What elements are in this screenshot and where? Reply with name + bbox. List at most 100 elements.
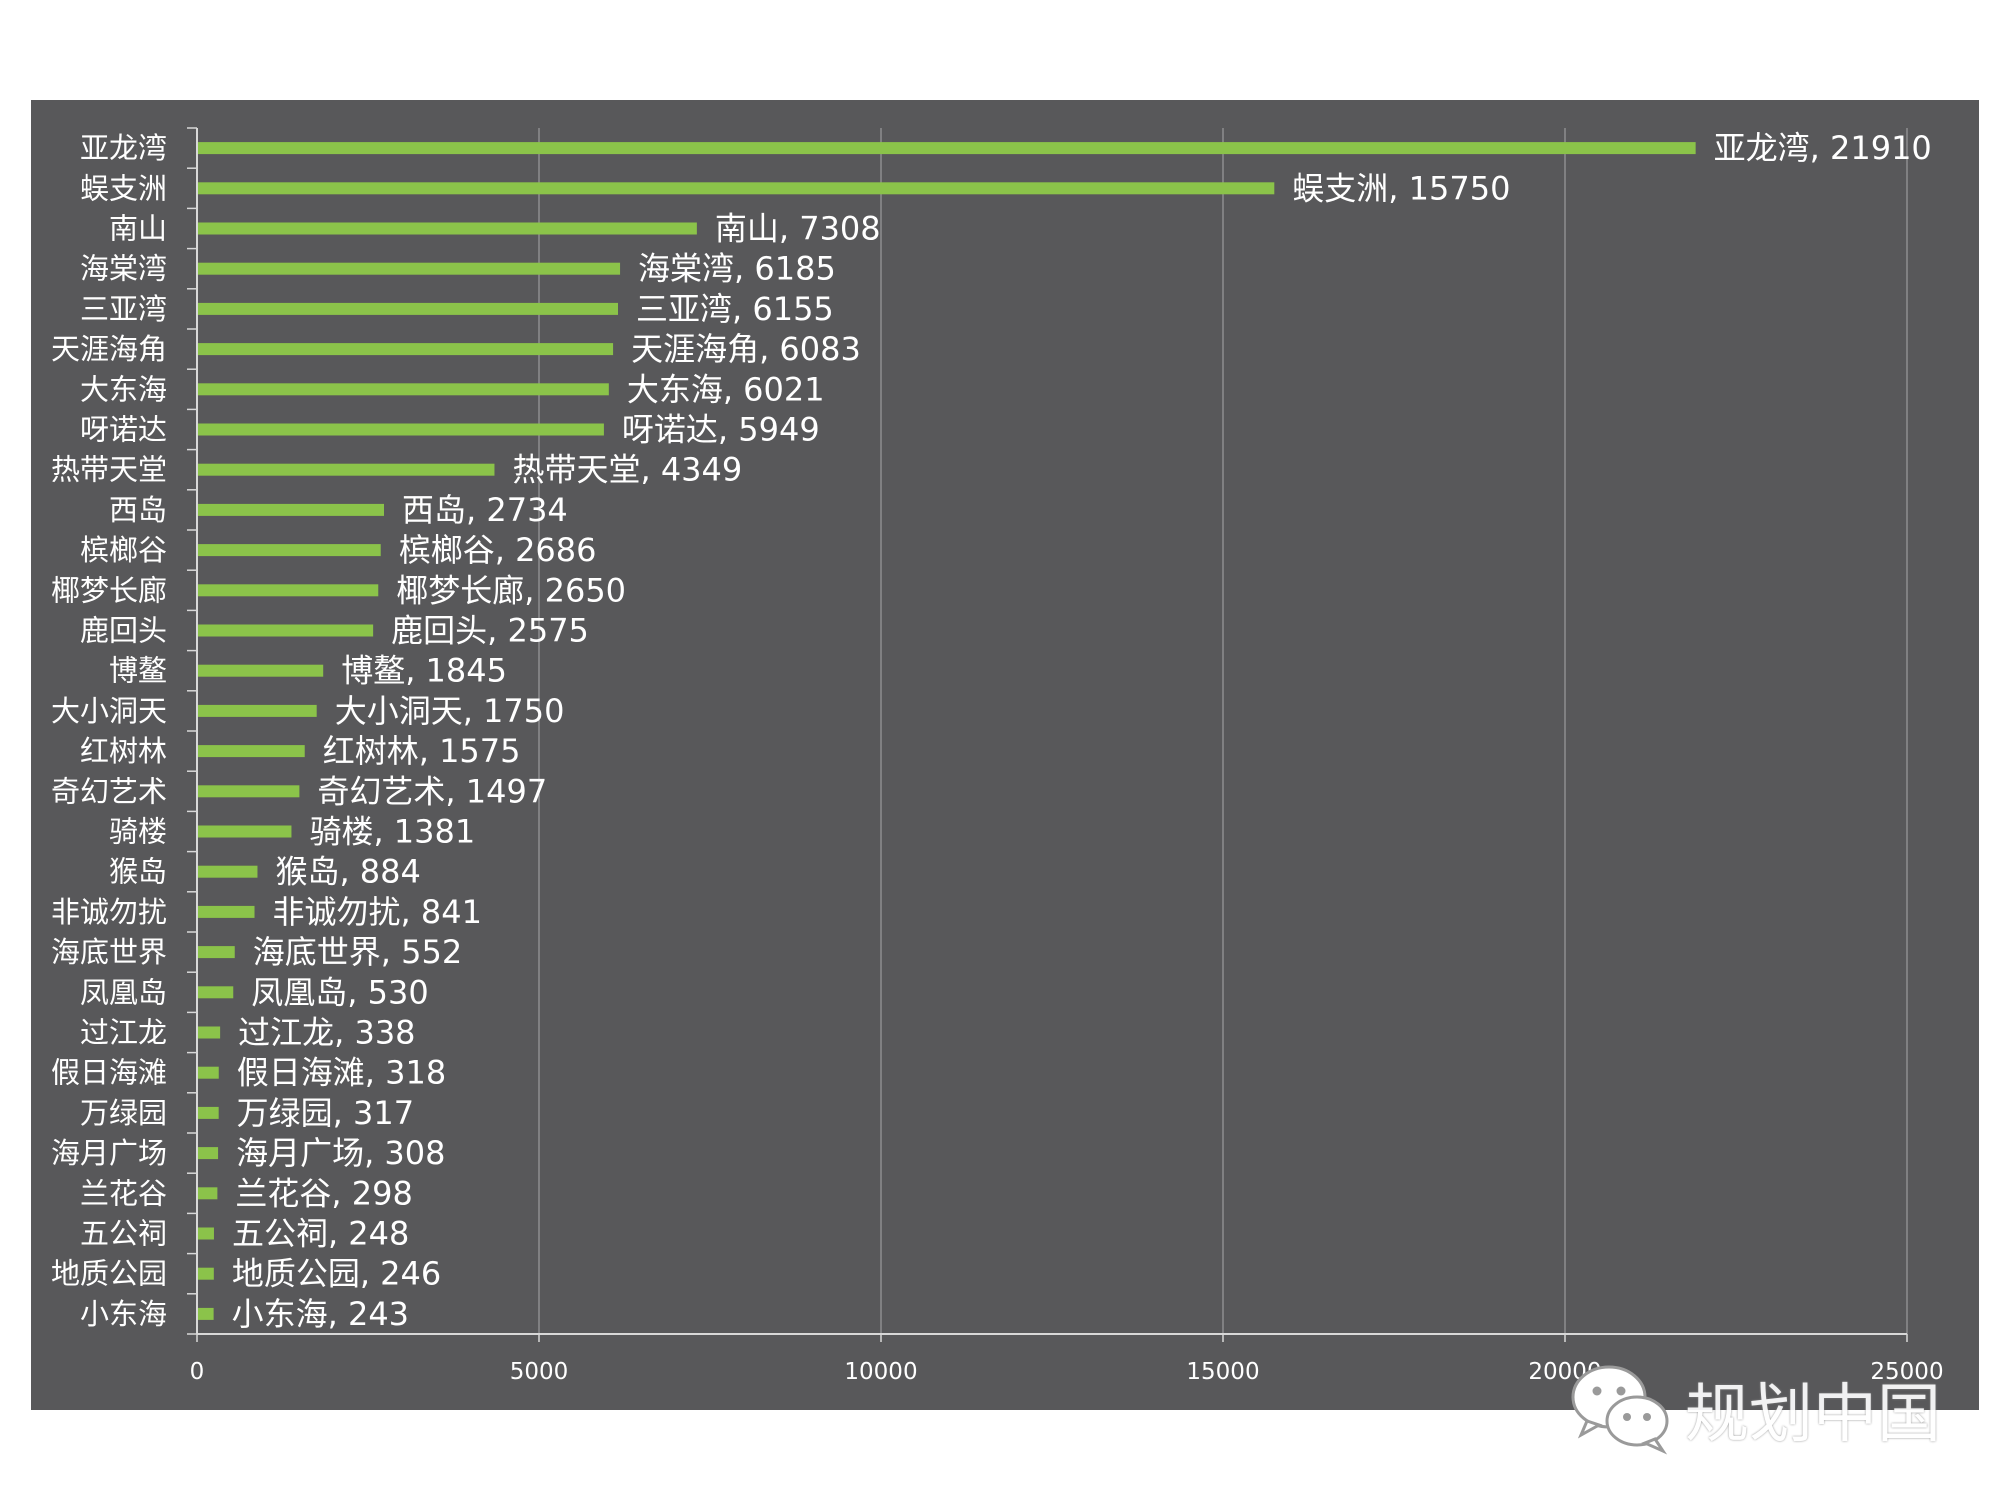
- category-label: 槟榔谷: [80, 533, 167, 567]
- bar: [198, 423, 604, 436]
- category-label: 海底世界: [51, 935, 167, 969]
- data-label: 蜈支洲, 15750: [1292, 169, 1510, 207]
- bar: [198, 1066, 219, 1079]
- data-label: 小东海, 243: [232, 1295, 409, 1333]
- category-label: 小东海: [80, 1297, 167, 1331]
- data-label: 万绿园, 317: [237, 1094, 414, 1132]
- data-label: 凤凰岛, 530: [251, 973, 428, 1011]
- bar: [198, 1227, 214, 1240]
- bar: [198, 825, 292, 838]
- category-label: 呀诺达: [80, 413, 167, 447]
- data-label: 三亚湾, 6155: [636, 290, 834, 328]
- category-label: 鹿回头: [80, 614, 167, 648]
- x-tick-label: 25000: [1870, 1359, 1943, 1385]
- data-label: 猴岛, 884: [275, 853, 420, 891]
- data-label: 大小洞天, 1750: [335, 692, 565, 730]
- data-label: 大东海, 6021: [627, 370, 825, 408]
- bar: [198, 182, 1275, 195]
- watermark-text: 规划中国: [1685, 1378, 1941, 1452]
- x-tick-label: 5000: [510, 1359, 569, 1385]
- x-tick-label: 10000: [844, 1359, 917, 1385]
- bar: [198, 1147, 219, 1160]
- bar: [198, 262, 621, 275]
- data-label: 亚龙湾, 21910: [1714, 129, 1932, 167]
- category-label: 蜈支洲: [80, 171, 167, 205]
- bars: [198, 142, 1696, 1320]
- bar: [198, 745, 305, 758]
- bar: [198, 302, 619, 315]
- bar: [198, 1106, 219, 1119]
- data-label: 呀诺达, 5949: [622, 411, 820, 449]
- bar: [198, 664, 324, 677]
- bar: [198, 584, 379, 597]
- category-label: 亚龙湾: [80, 131, 167, 165]
- category-label: 海棠湾: [80, 252, 167, 286]
- grid-lines: [538, 128, 1908, 1334]
- data-label: 海底世界, 552: [253, 933, 462, 971]
- category-label: 三亚湾: [80, 292, 167, 326]
- category-label: 红树林: [80, 734, 167, 768]
- category-label: 过江龙: [80, 1016, 167, 1050]
- x-tick-label: 0: [190, 1359, 205, 1385]
- watermark: 规划中国: [1565, 1355, 1965, 1455]
- wechat-icon: [1571, 1365, 1669, 1455]
- category-label: 大东海: [80, 372, 167, 406]
- category-label: 椰梦长廊: [51, 573, 167, 607]
- data-label: 假日海滩, 318: [237, 1054, 446, 1092]
- axes: [187, 127, 1908, 1342]
- data-label: 海棠湾, 6185: [638, 250, 836, 288]
- data-label: 地质公园, 246: [232, 1255, 441, 1293]
- category-label: 大小洞天: [51, 694, 167, 728]
- category-label: 奇幻艺术: [51, 774, 167, 808]
- data-label: 过江龙, 338: [238, 1014, 415, 1052]
- data-label: 热带天堂, 4349: [512, 451, 742, 489]
- category-label: 骑楼: [109, 815, 167, 849]
- bar: [198, 624, 374, 637]
- bar: [198, 544, 381, 557]
- data-label: 兰花谷, 298: [235, 1174, 412, 1212]
- category-label: 非诚勿扰: [51, 895, 167, 929]
- bar: [198, 503, 385, 516]
- category-label: 猴岛: [109, 855, 167, 889]
- bar: [198, 785, 300, 798]
- bar: [198, 1267, 214, 1280]
- bar: [198, 1307, 214, 1320]
- data-label: 非诚勿扰, 841: [273, 893, 482, 931]
- data-label: 西岛, 2734: [402, 491, 568, 529]
- data-label: 红树林, 1575: [323, 732, 521, 770]
- data-label: 奇幻艺术, 1497: [317, 772, 547, 810]
- chart-panel: 0 5000 10000 15000 20000 25000 亚龙湾 亚龙湾, 21910 蜈支…: [31, 100, 1979, 1410]
- category-label: 天涯海角: [51, 332, 167, 366]
- bar: [198, 704, 317, 717]
- category-label: 西岛: [109, 493, 167, 527]
- category-label: 海月广场: [51, 1136, 167, 1170]
- bar: [198, 1026, 221, 1039]
- category-label: 博鳌: [109, 654, 167, 688]
- data-label: 海月广场, 308: [236, 1134, 445, 1172]
- bar: [198, 1187, 218, 1200]
- bar: [198, 222, 697, 235]
- bar: [198, 343, 614, 356]
- data-label: 椰梦长廊, 2650: [396, 571, 626, 609]
- bar: [198, 905, 255, 918]
- data-label: 鹿回头, 2575: [391, 612, 589, 650]
- bar: [198, 946, 235, 959]
- data-label: 槟榔谷, 2686: [399, 531, 597, 569]
- data-label: 五公祠, 248: [232, 1215, 409, 1253]
- bar: [198, 383, 609, 396]
- category-label: 凤凰岛: [80, 975, 167, 1009]
- bar: [198, 463, 495, 476]
- data-label: 南山, 7308: [715, 210, 881, 248]
- category-label: 万绿园: [80, 1096, 167, 1130]
- data-label: 博鳌, 1845: [341, 652, 507, 690]
- category-label: 热带天堂: [51, 453, 167, 487]
- category-label: 兰花谷: [80, 1176, 167, 1210]
- bar: [198, 986, 234, 999]
- data-label: 天涯海角, 6083: [631, 330, 861, 368]
- bar: [198, 865, 258, 878]
- bar: [198, 142, 1696, 155]
- category-label: 假日海滩: [51, 1056, 167, 1090]
- category-label: 五公祠: [80, 1217, 167, 1251]
